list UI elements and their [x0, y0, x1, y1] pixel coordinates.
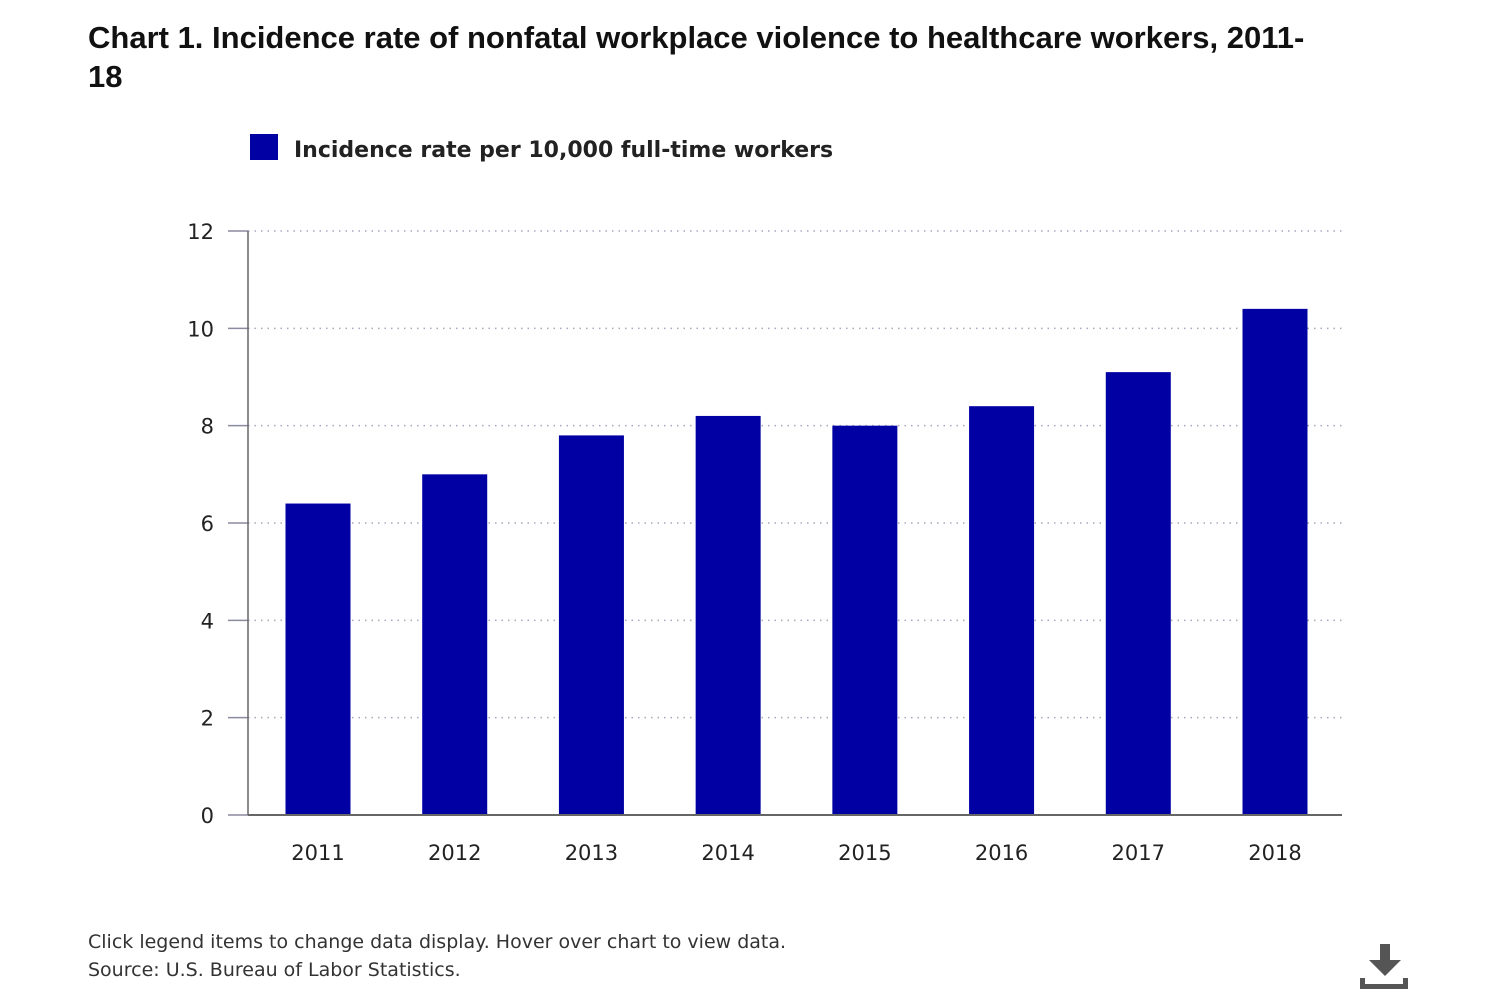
- x-axis-ticks: 2011 2012 2013 2014 2015 2016 2017 2018: [291, 841, 1301, 865]
- x-tick-label: 2018: [1248, 841, 1301, 865]
- bar-2013[interactable]: [558, 435, 624, 815]
- y-tick-label: 10: [187, 317, 214, 341]
- bar-2018[interactable]: [1242, 308, 1308, 815]
- y-tick-label: 0: [201, 804, 214, 828]
- bar-2014[interactable]: [695, 415, 761, 815]
- footer-note: Click legend items to change data displa…: [88, 928, 1288, 984]
- x-tick-label: 2017: [1112, 841, 1165, 865]
- bars: [285, 308, 1308, 815]
- bar-2012[interactable]: [422, 474, 488, 815]
- x-tick-label: 2015: [838, 841, 891, 865]
- y-tick-label: 4: [201, 609, 214, 633]
- download-button[interactable]: [1356, 940, 1412, 996]
- y-tick-label: 6: [201, 512, 214, 536]
- chart-title: Chart 1. Incidence rate of nonfatal work…: [88, 20, 1305, 94]
- legend-label[interactable]: Incidence rate per 10,000 full-time work…: [294, 138, 833, 163]
- footer-source: Source: U.S. Bureau of Labor Statistics.: [88, 959, 461, 981]
- bar-2017[interactable]: [1105, 372, 1171, 815]
- footer-instructions: Click legend items to change data displa…: [88, 931, 787, 953]
- legend-swatch[interactable]: [250, 134, 278, 160]
- y-tick-label: 8: [201, 415, 214, 439]
- legend[interactable]: Incidence rate per 10,000 full-time work…: [250, 134, 833, 163]
- x-tick-label: 2016: [975, 841, 1028, 865]
- x-tick-label: 2011: [291, 841, 344, 865]
- bar-2011[interactable]: [285, 503, 351, 815]
- download-icon: [1360, 944, 1408, 989]
- bar-2016[interactable]: [969, 406, 1035, 815]
- x-tick-label: 2014: [701, 841, 754, 865]
- y-tick-label: 12: [187, 220, 214, 244]
- y-axis-ticks: 0 2 4 6 8 10 12: [187, 220, 248, 828]
- y-tick-label: 2: [201, 707, 214, 731]
- gridlines: [248, 230, 1342, 719]
- bar-2015[interactable]: [832, 425, 898, 815]
- x-tick-label: 2013: [565, 841, 618, 865]
- x-tick-label: 2012: [428, 841, 481, 865]
